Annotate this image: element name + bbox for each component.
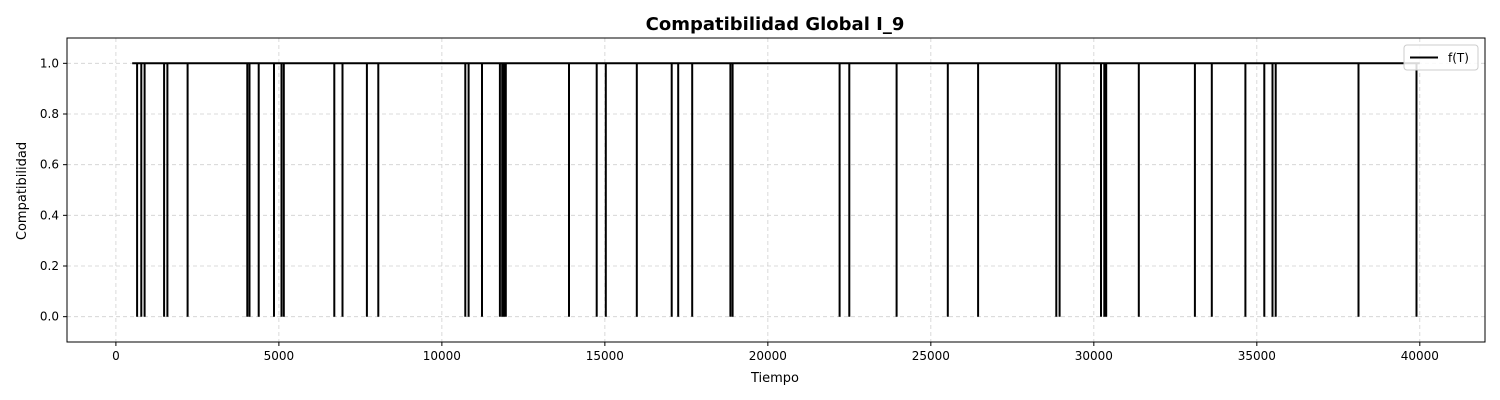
series-group: [132, 62, 1420, 317]
x-axis-label: Tiempo: [750, 371, 799, 386]
y-tick-label: 0.4: [40, 208, 59, 222]
plot-frame: [66, 37, 1486, 343]
x-tick-label: 30000: [1075, 349, 1113, 363]
x-tick-label: 40000: [1401, 349, 1439, 363]
x-tick-label: 0: [112, 349, 120, 363]
x-tick-label: 35000: [1238, 349, 1276, 363]
x-tick-label: 25000: [912, 349, 950, 363]
x-tick-label: 5000: [264, 349, 295, 363]
series-line-f-t: [132, 62, 1420, 317]
x-tick-label: 20000: [749, 349, 787, 363]
y-axis-label: Compatibilidad: [15, 142, 30, 240]
y-tick-label: 0.8: [40, 107, 59, 121]
legend-label-f-t: f(T): [1448, 51, 1469, 65]
legend: f(T): [1403, 44, 1479, 71]
y-axis-ticks: 0.0 0.2 0.4 0.6 0.8 1.0: [40, 56, 67, 324]
x-axis-ticks: 0 5000 10000 15000 20000 25000 30000 35000 40000: [112, 342, 1439, 363]
x-tick-label: 15000: [586, 349, 624, 363]
y-tick-label: 0.6: [40, 158, 59, 172]
y-tick-label: 0.2: [40, 259, 59, 273]
x-tick-label: 10000: [423, 349, 461, 363]
chart-title: Compatibilidad Global I_9: [646, 14, 905, 35]
y-tick-label: 0.0: [40, 310, 59, 324]
y-tick-label: 1.0: [40, 56, 59, 70]
legend-box: [1403, 44, 1479, 71]
